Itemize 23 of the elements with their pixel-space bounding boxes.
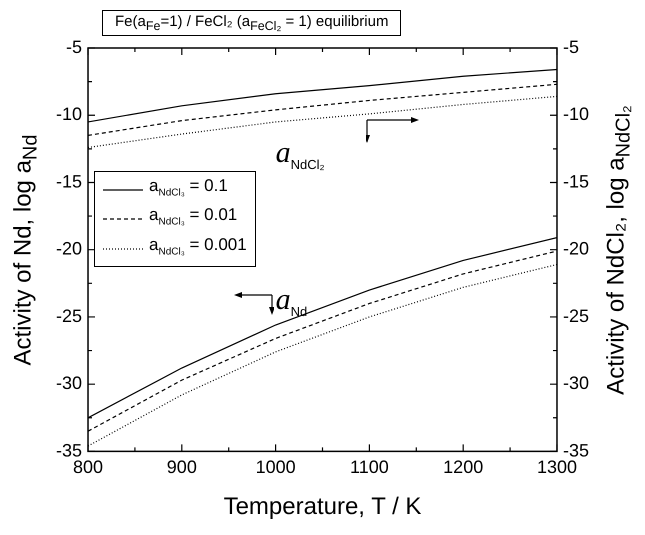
- x-tick-label: 1000: [256, 457, 296, 478]
- y2-tick-label: -10: [562, 104, 589, 124]
- y2-tick-label: -15: [562, 171, 589, 192]
- x-tick-label: 1200: [443, 457, 484, 478]
- y-tick-label: -25: [56, 306, 82, 326]
- legend-label: a$_{NdCl₃}$ = 0.1: [149, 175, 228, 200]
- y-tick-label: -10: [56, 104, 82, 124]
- y2-tick-label: -5: [562, 36, 579, 57]
- annotation: a$_{Nd}$: [276, 283, 308, 322]
- y-tick-label: -20: [56, 238, 82, 259]
- y2-tick-label: -20: [562, 238, 589, 259]
- y2-tick-label: -25: [562, 306, 589, 326]
- legend-label: a$_{NdCl₃}$ = 0.001: [149, 234, 247, 260]
- chart-title: Fe(a$_{Fe}$=1) / FeCl₂ (a$_{FeCl₂}$ = 1) equilibrium: [102, 10, 402, 36]
- legend-label: a$_{NdCl₃}$ = 0.01: [149, 204, 238, 230]
- y2-tick-label: -30: [562, 373, 589, 394]
- x-axis-title: Temperature, T / K: [224, 493, 422, 521]
- y-tick-label: -15: [56, 171, 82, 192]
- x-tick-label: 1100: [350, 457, 389, 478]
- y-tick-label: -30: [56, 373, 82, 394]
- x-tick-label: 900: [166, 457, 197, 478]
- annotation: a$_{NdCl₂}$: [276, 136, 325, 174]
- y-tick-label: -5: [66, 36, 82, 57]
